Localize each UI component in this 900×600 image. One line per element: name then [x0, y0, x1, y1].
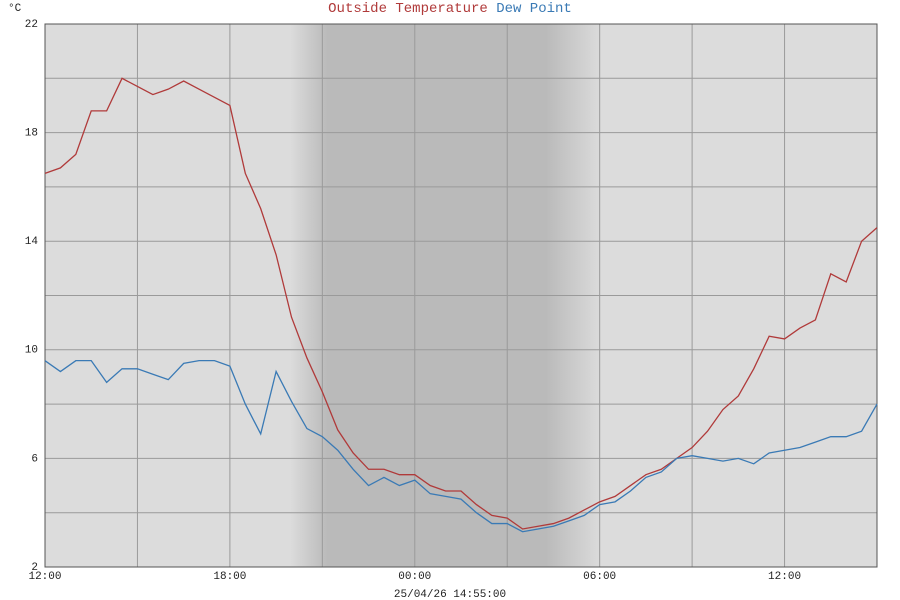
x-tick-label: 00:00	[398, 571, 431, 583]
y-tick-label: 18	[25, 128, 38, 140]
data-line	[44, 77, 878, 530]
legend-entry: Dew Point	[496, 1, 572, 17]
x-tick-label: 12:00	[28, 571, 61, 583]
y-axis-unit: °C	[8, 3, 22, 15]
legend-entry: Outside Temperature	[328, 1, 488, 17]
y-tick-label: 2	[31, 562, 38, 574]
timestamp: 25/04/26 14:55:00	[394, 589, 506, 600]
x-tick-label: 06:00	[583, 571, 616, 583]
y-tick-label: 14	[25, 236, 39, 248]
y-tick-label: 22	[25, 19, 38, 31]
x-tick-label: 18:00	[213, 571, 246, 583]
data-line	[44, 360, 878, 533]
chart-title: Outside Temperature Dew Point	[328, 1, 572, 17]
y-tick-label: 10	[25, 345, 38, 357]
plot-border	[44, 23, 878, 568]
y-tick-label: 6	[31, 453, 38, 465]
x-tick-label: 12:00	[768, 571, 801, 583]
